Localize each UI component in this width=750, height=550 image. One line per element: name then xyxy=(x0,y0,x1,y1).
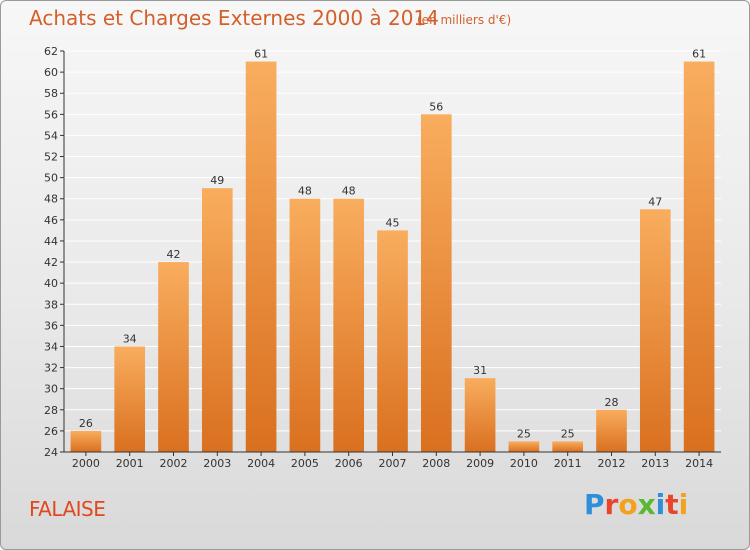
data-label: 49 xyxy=(210,174,224,187)
data-label: 25 xyxy=(561,427,575,440)
bars xyxy=(70,61,715,452)
y-tick-label: 38 xyxy=(44,298,58,311)
data-label: 47 xyxy=(648,195,662,208)
y-tick-label: 40 xyxy=(44,277,58,290)
proxiti-logo: Proxiti xyxy=(584,488,688,521)
bar xyxy=(683,61,715,452)
y-tick-label: 52 xyxy=(44,151,58,164)
labels: 24 26 28 30 32 34 36 38 40 42 44 46 48 50 52 54 56 58 60 62… xyxy=(44,45,713,470)
logo-letter: x xyxy=(637,488,656,521)
chart-unit-note: (en milliers d'€) xyxy=(417,13,512,27)
data-label: 48 xyxy=(342,185,356,198)
x-tick-label: 2004 xyxy=(247,457,275,470)
x-tick-label: 2000 xyxy=(72,457,100,470)
y-tick-label: 30 xyxy=(44,383,58,396)
logo-letter: i xyxy=(678,488,689,521)
bar xyxy=(289,198,321,452)
x-tick-label: 2006 xyxy=(335,457,363,470)
data-label: 48 xyxy=(298,185,312,198)
logo-letter: o xyxy=(618,488,638,521)
y-tick-label: 62 xyxy=(44,45,58,58)
x-tick-label: 2013 xyxy=(641,457,669,470)
x-tick-label: 2010 xyxy=(510,457,538,470)
bar xyxy=(639,209,671,452)
bar xyxy=(333,198,365,452)
y-tick-label: 24 xyxy=(44,446,58,459)
x-tick-label: 2008 xyxy=(422,457,450,470)
bar xyxy=(158,262,189,452)
data-label: 61 xyxy=(692,48,706,61)
data-label: 45 xyxy=(386,216,400,229)
bar xyxy=(464,378,496,452)
y-tick-label: 32 xyxy=(44,362,58,375)
bar xyxy=(377,230,408,452)
y-tick-label: 60 xyxy=(44,66,58,79)
y-tick-label: 48 xyxy=(44,193,58,206)
y-tick-label: 54 xyxy=(44,129,58,142)
y-tick-label: 28 xyxy=(44,404,58,417)
x-tick-label: 2003 xyxy=(203,457,231,470)
data-label: 61 xyxy=(254,48,268,61)
data-label: 31 xyxy=(473,364,487,377)
location-label: FALAISE xyxy=(29,497,106,521)
bar xyxy=(420,114,452,452)
x-tick-label: 2007 xyxy=(379,457,407,470)
logo-letter: i xyxy=(655,488,666,521)
bar xyxy=(114,346,146,452)
logo-letter: t xyxy=(665,488,679,521)
bar xyxy=(245,61,277,452)
bar xyxy=(70,430,102,452)
x-tick-label: 2014 xyxy=(685,457,713,470)
data-label: 26 xyxy=(79,417,93,430)
bar xyxy=(201,188,233,452)
x-tick-label: 2009 xyxy=(466,457,494,470)
data-label: 28 xyxy=(605,396,619,409)
y-tick-label: 58 xyxy=(44,87,58,100)
y-tick-label: 46 xyxy=(44,214,58,227)
axes xyxy=(60,50,721,456)
logo-letter: r xyxy=(604,488,619,521)
y-tick-label: 44 xyxy=(44,235,58,248)
y-tick-label: 36 xyxy=(44,319,58,332)
x-tick-label: 2012 xyxy=(598,457,626,470)
y-tick-label: 50 xyxy=(44,172,58,185)
x-tick-label: 2002 xyxy=(160,457,188,470)
data-label: 25 xyxy=(517,427,531,440)
data-label: 34 xyxy=(123,332,137,345)
y-tick-label: 34 xyxy=(44,340,58,353)
x-tick-label: 2005 xyxy=(291,457,319,470)
bar xyxy=(508,441,540,452)
logo-letter: P xyxy=(584,488,605,521)
y-tick-label: 26 xyxy=(44,425,58,438)
x-tick-label: 2011 xyxy=(554,457,582,470)
bar xyxy=(596,409,627,452)
data-label: 42 xyxy=(167,248,181,261)
data-label: 56 xyxy=(429,100,443,113)
x-tick-label: 2001 xyxy=(116,457,144,470)
chart-title: Achats et Charges Externes 2000 à 2014 xyxy=(29,6,439,30)
y-tick-label: 42 xyxy=(44,256,58,269)
y-tick-label: 56 xyxy=(44,108,58,121)
bar xyxy=(552,441,584,452)
